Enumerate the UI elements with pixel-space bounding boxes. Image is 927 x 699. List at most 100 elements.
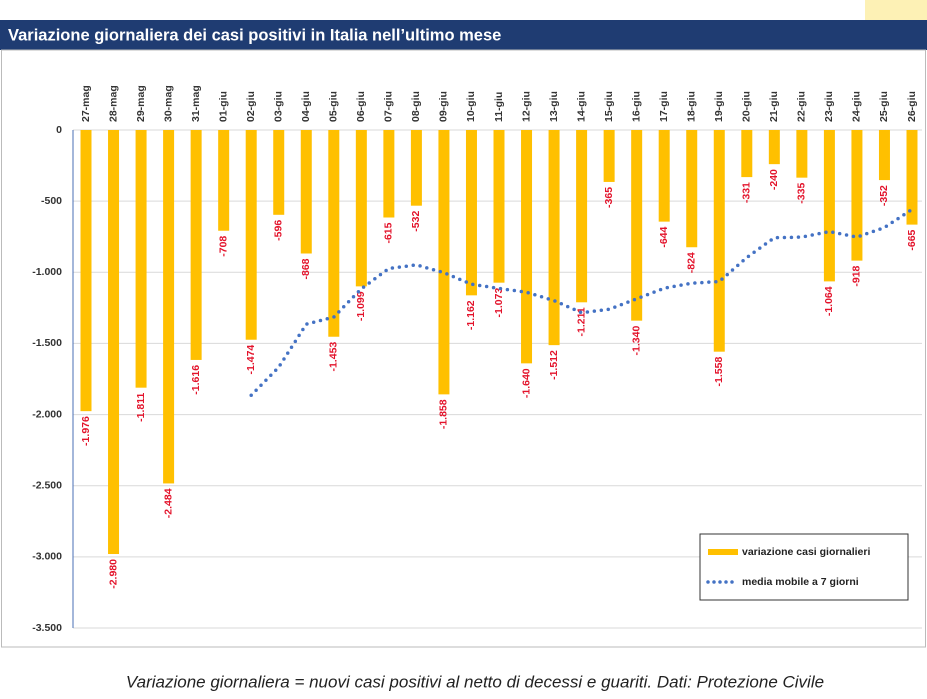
data-label: -2.484 [162,488,174,518]
x-tick-label: 26-giu [906,91,918,122]
data-label: -1.858 [438,399,450,429]
data-label: -1.211 [575,307,587,336]
legend-box [699,533,909,601]
x-tick-label: 29-mag [135,85,147,122]
data-label: -665 [906,229,918,250]
bar [163,130,175,484]
bar [190,130,202,360]
legend-label: variazione casi giornalieri [742,546,870,558]
y-tick-label: -3.000 [32,551,62,563]
bar [300,130,312,254]
bar [906,130,918,225]
x-tick-label: 01-giu [217,91,229,122]
bar [383,130,395,218]
x-tick-label: 11-giu [493,92,505,122]
x-tick-label: 27-mag [80,85,92,122]
bar [521,130,533,364]
x-tick-label: 25-giu [878,91,890,122]
data-label: -331 [741,182,753,203]
bar [823,130,835,282]
bar [713,130,725,352]
x-tick-label: 10-giu [465,91,477,122]
data-label: -1.512 [548,350,560,380]
data-label: -1.616 [190,365,202,395]
x-tick-label: 20-giu [741,91,753,122]
bar [548,130,560,346]
bar [80,130,92,412]
data-label: -1.162 [465,300,477,330]
x-tick-label: 17-giu [658,91,670,122]
x-tick-label: 14-giu [575,91,587,122]
y-tick-label: -3.500 [32,622,62,634]
bar [218,130,230,231]
data-label: -1.453 [328,342,340,372]
bar [493,130,505,283]
title-bar [0,20,927,50]
bar [108,130,120,555]
x-tick-label: 16-giu [630,91,642,122]
data-label: -2.980 [107,559,119,589]
data-label: -708 [217,236,229,257]
y-tick-label: -1.000 [32,266,62,278]
bar [410,130,422,206]
x-tick-label: 15-giu [603,91,615,122]
chart-title: Variazione giornaliera dei casi positivi… [8,26,501,44]
data-label: -824 [686,252,698,273]
data-label: -1.474 [245,345,257,375]
data-label: -918 [851,265,863,286]
data-label: -1.976 [80,416,92,446]
corner-decoration [865,0,927,20]
x-tick-label: 22-giu [796,91,808,122]
x-tick-label: 09-giu [438,91,450,122]
y-tick-label: -1.500 [32,337,62,349]
x-tick-label: 05-giu [328,91,340,122]
chart-frame [1,49,926,648]
x-tick-label: 04-giu [300,91,312,122]
data-label: -335 [796,183,808,204]
y-tick-label: 0 [56,124,62,136]
bar [465,130,477,296]
x-tick-label: 12-giu [520,91,532,122]
bar [631,130,643,321]
bar [135,130,147,388]
bar [768,130,780,165]
data-label: -352 [878,185,890,206]
bar [245,130,257,340]
data-label: -532 [410,211,422,232]
x-tick-label: 03-giu [273,91,285,122]
data-label: -1.640 [520,368,532,398]
moving-average-line [249,207,914,397]
x-tick-label: 31-mag [190,85,202,122]
x-tick-label: 07-giu [383,91,395,122]
bar [686,130,698,248]
data-label: -615 [383,222,395,243]
legend-swatch [708,549,738,555]
data-label: -868 [300,258,312,279]
x-tick-label: 13-giu [548,91,560,122]
data-label: -1.064 [823,286,835,316]
bar [658,130,670,222]
x-tick-label: 30-mag [162,85,174,122]
x-tick-label: 19-giu [713,91,725,122]
data-label: -240 [768,169,780,190]
data-label: -1.099 [355,291,367,321]
bar [273,130,285,215]
bar [878,130,890,181]
bar [741,130,753,178]
bar [851,130,863,261]
x-tick-label: 08-giu [410,91,422,122]
bar [576,130,588,303]
x-tick-label: 24-giu [851,91,863,122]
x-tick-label: 21-giu [768,91,780,122]
data-label: -1.340 [630,326,642,356]
data-label: -644 [658,226,670,247]
x-tick-label: 23-giu [823,91,835,122]
data-label: -365 [603,187,615,208]
y-tick-label: -500 [41,195,62,207]
bar [328,130,340,337]
legend-label: media mobile a 7 giorni [742,576,859,588]
data-label: -1.073 [493,288,505,318]
data-label: -596 [273,220,285,241]
bar [438,130,450,395]
